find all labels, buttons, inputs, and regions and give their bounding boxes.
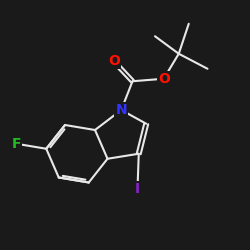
Text: I: I (135, 182, 140, 196)
Text: O: O (108, 54, 120, 68)
Text: F: F (12, 137, 21, 151)
Text: O: O (158, 72, 170, 86)
Text: N: N (116, 103, 127, 117)
